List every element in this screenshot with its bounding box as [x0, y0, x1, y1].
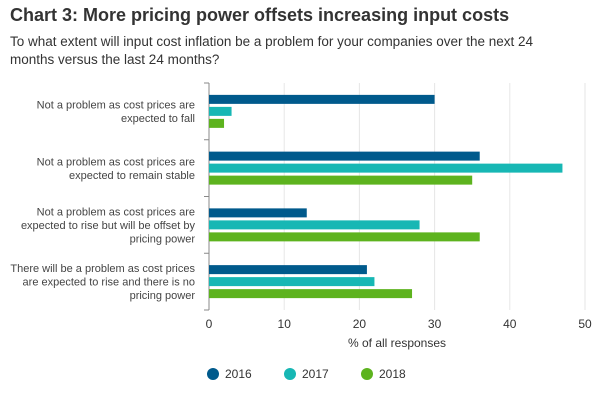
legend: 2016 2017 2018	[0, 366, 594, 384]
bar-2018-cat4	[209, 289, 413, 299]
chart-title: Chart 3: More pricing power offsets incr…	[10, 5, 510, 25]
legend-marker-icon	[207, 368, 219, 380]
bar-2018-cat1	[209, 118, 225, 128]
category-label: Not a problem as cost prices are expected…	[37, 100, 195, 126]
x-tick-label: 40	[503, 317, 517, 331]
legend-marker-icon	[361, 368, 373, 380]
bar-2018-cat3	[209, 232, 480, 242]
x-tick-label: 0	[206, 317, 213, 331]
bar-2016-cat4	[209, 265, 367, 275]
legend-label: 2016	[225, 367, 252, 381]
legend-marker-icon	[284, 368, 296, 380]
x-tick-label: 10	[278, 317, 292, 331]
legend-label: 2018	[379, 367, 406, 381]
category-label: There will be a problem as cost prices ar…	[10, 263, 195, 302]
category-label: Not a problem as cost prices are expected…	[37, 156, 195, 182]
bars	[209, 94, 563, 299]
bar-2018-cat2	[209, 175, 473, 185]
bar-2017-cat2	[209, 163, 563, 173]
x-tick-label: 50	[578, 317, 592, 331]
x-axis-ticks: 0 10 20 30 40 50	[206, 317, 592, 331]
category-label: Not a problem as cost prices are expected…	[21, 206, 196, 245]
category-labels: Not a problem as cost prices are expected…	[10, 100, 195, 303]
x-axis-label: % of all responses	[348, 336, 446, 350]
x-tick-label: 30	[428, 317, 442, 331]
bar-2017-cat1	[209, 106, 232, 116]
bar-2016-cat3	[209, 208, 307, 218]
gridlines	[204, 82, 586, 311]
bar-2017-cat3	[209, 220, 420, 230]
chart-subtitle: To what extent will input cost inflation…	[10, 34, 534, 67]
bar-2016-cat1	[209, 94, 435, 104]
x-tick-label: 20	[353, 317, 367, 331]
bar-2016-cat2	[209, 151, 480, 161]
legend-label: 2017	[302, 367, 329, 381]
bar-2017-cat4	[209, 277, 375, 287]
